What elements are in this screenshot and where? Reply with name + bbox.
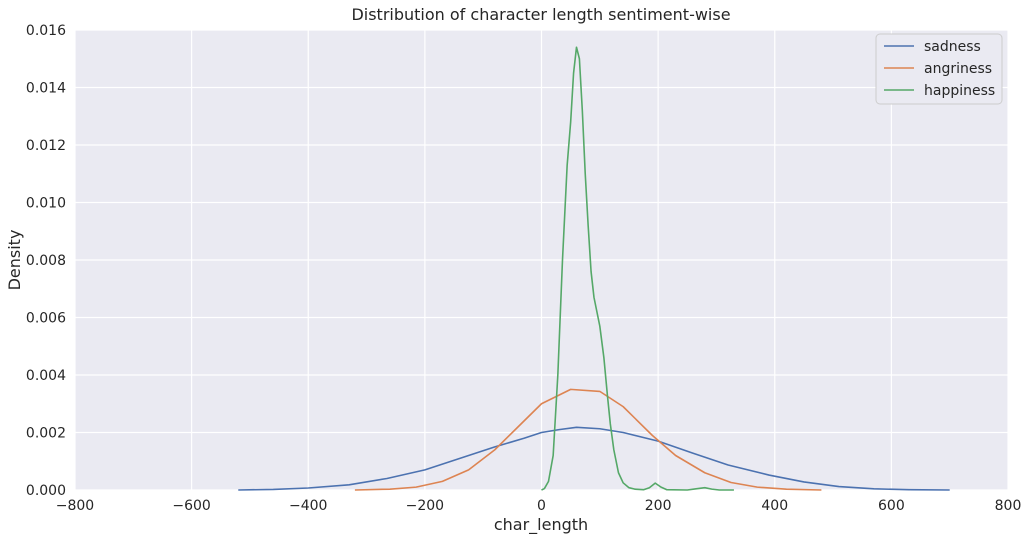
legend-label-happiness: happiness: [924, 83, 995, 99]
legend-label-sadness: sadness: [924, 39, 981, 55]
tick-labels: −800 −600 −400 −200 0 200 400 600 800 0.000 0.002 0…: [26, 23, 1021, 514]
y-axis-label: Density: [5, 230, 24, 291]
y-tick-label: 0.014: [26, 81, 66, 97]
y-tick-label: 0.002: [26, 426, 66, 442]
x-tick-label: 0: [537, 498, 546, 514]
x-tick-label: −800: [56, 498, 94, 514]
x-tick-label: 200: [645, 498, 672, 514]
series-lines: [238, 46, 950, 491]
x-tick-label: 400: [761, 498, 788, 514]
y-tick-label: 0.016: [26, 23, 66, 39]
y-tick-label: 0.006: [26, 311, 66, 327]
x-tick-label: 800: [995, 498, 1022, 514]
x-axis-label: char_length: [494, 515, 588, 535]
x-tick-label: −200: [406, 498, 444, 514]
y-tick-label: 0.000: [26, 483, 66, 499]
legend: sadness angriness happiness: [875, 33, 1003, 105]
chart-title: Distribution of character length sentime…: [351, 5, 730, 24]
series-line-angriness: [354, 388, 822, 491]
series-line-sadness: [238, 426, 950, 491]
legend-box: [875, 33, 1003, 105]
legend-label-angriness: angriness: [924, 61, 992, 77]
y-tick-label: 0.004: [26, 368, 66, 384]
x-tick-label: 600: [878, 498, 905, 514]
x-tick-label: −400: [289, 498, 327, 514]
series-line-happiness: [541, 46, 734, 491]
y-tick-label: 0.010: [26, 196, 66, 212]
x-tick-label: −600: [172, 498, 210, 514]
y-tick-label: 0.012: [26, 138, 66, 154]
y-tick-label: 0.008: [26, 253, 66, 269]
